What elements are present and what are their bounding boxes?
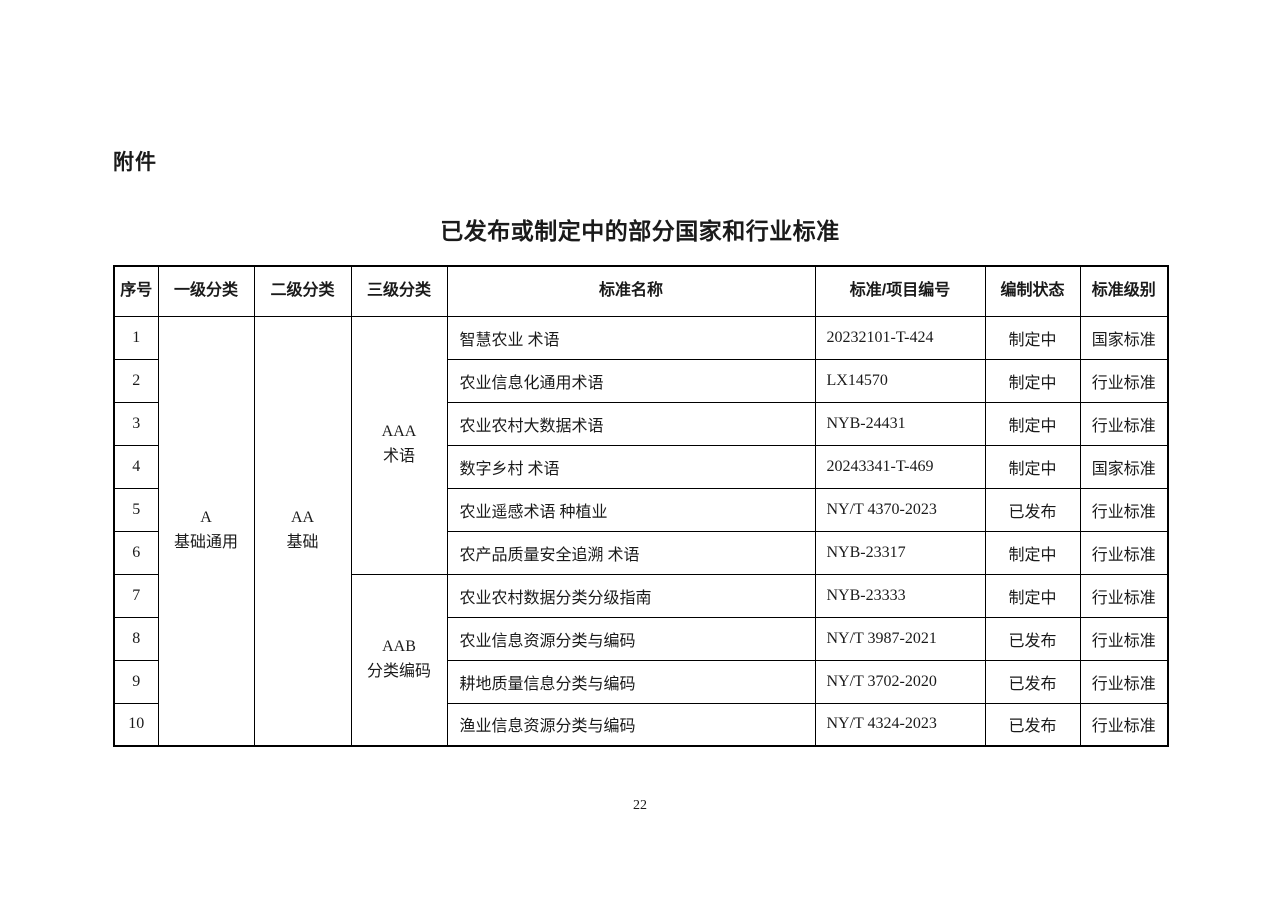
cell-standard-code: NYB-24431: [814, 401, 986, 446]
cell-level: 行业标准: [1079, 659, 1169, 704]
cell-seq: 5: [113, 487, 159, 532]
table-row: 4 数字乡村 术语 20243341-T-469 制定中 国家标准: [113, 444, 1169, 489]
cell-status: 已发布: [984, 702, 1081, 747]
header-level1: 一级分类: [157, 265, 255, 317]
cell-standard-name: 农产品质量安全追溯 术语: [446, 530, 816, 575]
cell-status: 制定中: [984, 444, 1081, 489]
table-row: 5 农业遥感术语 种植业 NY/T 4370-2023 已发布 行业标准: [113, 487, 1169, 532]
cell-standard-name: 数字乡村 术语: [446, 444, 816, 489]
cell-seq: 2: [113, 358, 159, 403]
cell-seq: 1: [113, 315, 159, 360]
cell-standard-code: LX14570: [814, 358, 986, 403]
level3-aaa-label: 术语: [382, 448, 415, 465]
standards-table: 序号 一级分类 二级分类 三级分类 标准名称 标准/项目编号 编制状态 标准级别…: [113, 265, 1169, 747]
cell-status: 已发布: [984, 616, 1081, 661]
cell-level: 行业标准: [1079, 573, 1169, 618]
cell-standard-code: 20232101-T-424: [814, 315, 986, 360]
level1-label: 基础通用: [173, 533, 238, 551]
cell-category-level3-aaa: AAA 术语: [350, 315, 448, 575]
cell-level: 行业标准: [1079, 358, 1169, 403]
cell-standard-code: NY/T 3987-2021: [814, 616, 986, 661]
level3-aab-code: AAB: [382, 637, 416, 655]
cell-status: 制定中: [984, 401, 1081, 446]
cell-level: 行业标准: [1079, 616, 1169, 661]
level2-label: 基础: [286, 533, 319, 551]
cell-status: 已发布: [984, 487, 1081, 532]
page-title: 已发布或制定中的部分国家和行业标准: [440, 218, 840, 244]
table-row: 6 农产品质量安全追溯 术语 NYB-23317 制定中 行业标准: [113, 530, 1169, 575]
cell-seq: 7: [113, 573, 159, 618]
cell-standard-name: 农业信息化通用术语: [446, 358, 816, 403]
header-name: 标准名称: [446, 265, 816, 317]
level1-code: A: [200, 508, 212, 526]
cell-category-level1: A 基础通用: [157, 315, 255, 747]
cell-standard-code: NY/T 4370-2023: [814, 487, 986, 532]
cell-standard-code: NYB-23317: [814, 530, 986, 575]
table-header-row: 序号 一级分类 二级分类 三级分类 标准名称 标准/项目编号 编制状态 标准级别: [113, 265, 1169, 317]
cell-level: 行业标准: [1079, 487, 1169, 532]
header-level2: 二级分类: [253, 265, 352, 317]
cell-standard-code: NY/T 3702-2020: [814, 659, 986, 704]
cell-status: 已发布: [984, 659, 1081, 704]
cell-standard-name: 农业遥感术语 种植业: [446, 487, 816, 532]
level3-aaa-code: AAA: [381, 423, 417, 441]
header-level3: 三级分类: [350, 265, 448, 317]
cell-seq: 10: [113, 702, 159, 747]
cell-level: 行业标准: [1079, 530, 1169, 575]
level2-code: AA: [290, 508, 315, 526]
cell-standard-name: 农业农村大数据术语: [446, 401, 816, 446]
cell-standard-name: 农业信息资源分类与编码: [446, 616, 816, 661]
cell-status: 制定中: [984, 315, 1081, 360]
cell-level: 国家标准: [1079, 444, 1169, 489]
cell-standard-name: 渔业信息资源分类与编码: [446, 702, 816, 747]
cell-status: 制定中: [984, 530, 1081, 575]
cell-standard-name: 智慧农业 术语: [446, 315, 816, 360]
cell-standard-code: 20243341-T-469: [814, 444, 986, 489]
table-row: 3 农业农村大数据术语 NYB-24431 制定中 行业标准: [113, 401, 1169, 446]
header-status: 编制状态: [984, 265, 1081, 317]
cell-standard-code: NYB-23333: [814, 573, 986, 618]
cell-category-level3-aab: AAB 分类编码: [350, 573, 448, 747]
page-number: 22: [633, 798, 647, 813]
cell-level: 行业标准: [1079, 401, 1169, 446]
cell-status: 制定中: [984, 573, 1081, 618]
cell-level: 行业标准: [1079, 702, 1169, 747]
cell-standard-name: 农业农村数据分类分级指南: [446, 573, 816, 618]
table-row: 1 A 基础通用 AA 基础 AAA 术语 智慧农业 术语 20232101-T…: [113, 315, 1169, 747]
cell-standard-name: 耕地质量信息分类与编码: [446, 659, 816, 704]
cell-seq: 4: [113, 444, 159, 489]
table-row: 9 耕地质量信息分类与编码 NY/T 3702-2020 已发布 行业标准: [113, 659, 1169, 704]
header-seq: 序号: [113, 265, 159, 317]
cell-status: 制定中: [984, 358, 1081, 403]
header-level: 标准级别: [1079, 265, 1169, 317]
cell-seq: 9: [113, 659, 159, 704]
cell-seq: 8: [113, 616, 159, 661]
table-row: 8 农业信息资源分类与编码 NY/T 3987-2021 已发布 行业标准: [113, 616, 1169, 661]
cell-standard-code: NY/T 4324-2023: [814, 702, 986, 747]
table-row: 10 渔业信息资源分类与编码 NY/T 4324-2023 已发布 行业标准: [113, 702, 1169, 747]
cell-seq: 3: [113, 401, 159, 446]
cell-seq: 6: [113, 530, 159, 575]
table-row: 2 农业信息化通用术语 LX14570 制定中 行业标准: [113, 358, 1169, 403]
attachment-label: 附件: [113, 151, 157, 174]
cell-category-level2: AA 基础: [253, 315, 352, 747]
level3-aab-label: 分类编码: [366, 662, 431, 680]
header-code: 标准/项目编号: [814, 265, 986, 317]
cell-level: 国家标准: [1079, 315, 1169, 360]
